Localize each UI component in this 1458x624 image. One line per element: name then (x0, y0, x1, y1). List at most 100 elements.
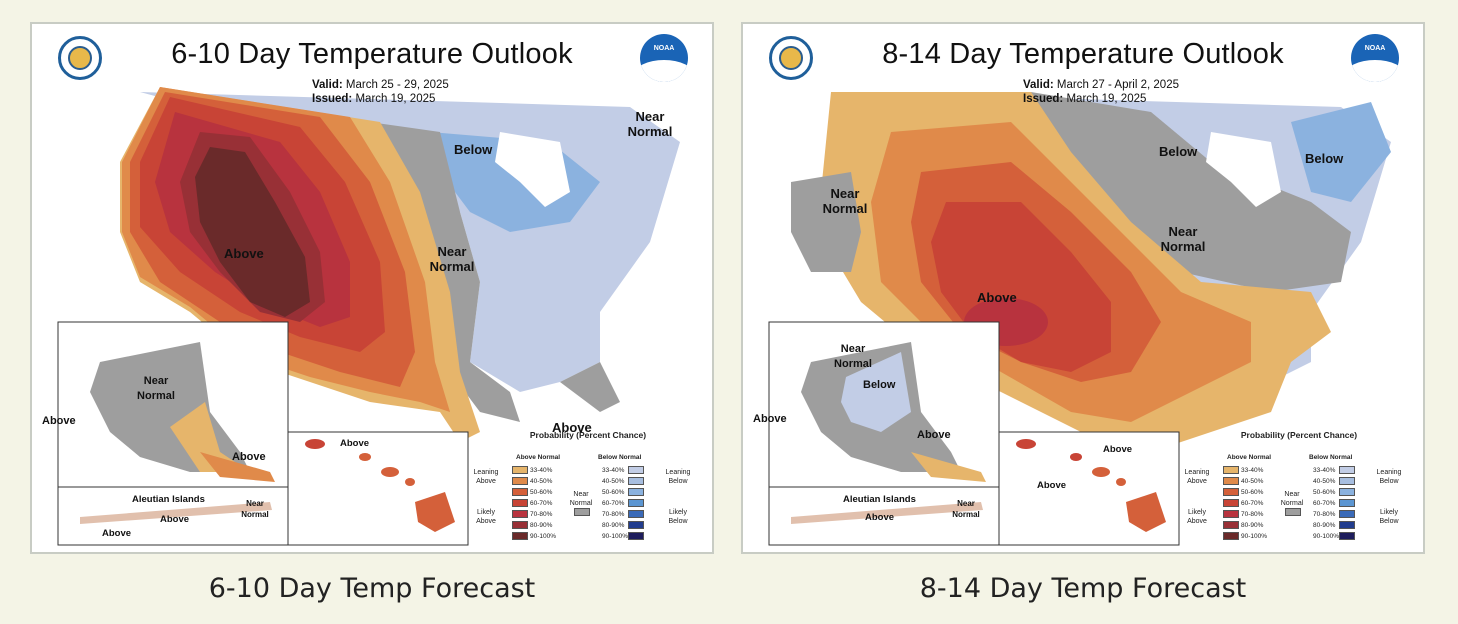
map-panel-8-14[interactable]: NOAA 8-14 Day Temperature Outlook Valid:… (741, 22, 1425, 554)
legend-range-above: 60-70% (530, 500, 553, 507)
legend-swatch-below (1339, 488, 1355, 496)
legend-range-below: 50-60% (602, 489, 625, 496)
legend-swatch-above (512, 510, 528, 518)
valid-label: Valid: (312, 79, 343, 91)
region-label-near-normal-ne: Near Normal (627, 109, 673, 139)
legend-swatch-below (628, 488, 644, 496)
legend-likely-below: Likely Below (668, 509, 688, 525)
probability-legend: Probability (Percent Chance) Above Norma… (468, 430, 708, 550)
legend-range-above: 33-40% (1241, 467, 1264, 474)
ak-label-above-w: Above (42, 415, 76, 427)
map-title: 6-10 Day Temperature Outlook (171, 38, 573, 70)
legend-range-above: 70-80% (1241, 511, 1264, 518)
legend-range-below: 60-70% (602, 500, 625, 507)
map-panel-6-10[interactable]: NOAA 6-10 Day Temperature Outlook Valid:… (30, 22, 714, 554)
legend-range-above: 50-60% (1241, 489, 1264, 496)
legend-swatch-below (1339, 477, 1355, 485)
legend-likely-above: Likely Above (1187, 509, 1207, 525)
region-label-below-ne: Below (1305, 151, 1344, 166)
legend-swatch-below (1339, 532, 1355, 540)
valid-label: Valid: (1023, 79, 1054, 91)
ak-label-near-normal: Near Normal (137, 375, 175, 402)
legend-range-below: 70-80% (602, 511, 625, 518)
legend-title: Probability (Percent Chance) (529, 430, 647, 440)
issued-value: March 19, 2025 (355, 93, 436, 105)
legend-leaning-above: Leaning Above (473, 469, 499, 485)
legend-range-below: 40-50% (602, 478, 625, 485)
aleut-label-near-normal: Near Normal (952, 499, 980, 519)
legend-leaning-below: Leaning Below (1376, 469, 1402, 485)
legend-swatch-above (1223, 499, 1239, 507)
legend-range-below: 50-60% (1313, 489, 1336, 496)
legend-range-below: 80-90% (602, 522, 625, 529)
legend-title: Probability (Percent Chance) (1240, 430, 1358, 440)
legend-range-above: 90-100% (530, 533, 557, 540)
legend-range-above: 33-40% (530, 467, 553, 474)
caption-6-10: 6-10 Day Temp Forecast (208, 573, 536, 604)
valid-value: March 25 - 29, 2025 (345, 79, 449, 91)
hi-label-above: Above (340, 438, 370, 449)
legend-range-above: 80-90% (530, 522, 553, 529)
legend-swatch-below (1339, 466, 1355, 474)
legend-range-above: 40-50% (530, 478, 553, 485)
legend-swatch-above (512, 477, 528, 485)
legend-swatch-above (512, 488, 528, 496)
region-label-above: Above (224, 246, 264, 261)
noaa-logo-icon: NOAA (640, 34, 688, 82)
us-temperature-map-6-10 (57, 87, 680, 546)
legend-range-below: 90-100% (1313, 533, 1340, 540)
legend-swatch-below (628, 477, 644, 485)
region-label-above-se: Above (552, 420, 592, 435)
legend-swatch-below (1339, 510, 1355, 518)
legend-range-below: 40-50% (1313, 478, 1336, 485)
valid-issued-block: Valid: March 25 - 29, 2025 Issued: March… (312, 78, 449, 106)
aleut-label-above-1: Above (160, 514, 190, 525)
legend-range-above: 50-60% (530, 489, 553, 496)
legend-swatch-above (1223, 477, 1239, 485)
legend-above-head: Above Normal (1227, 454, 1272, 461)
legend-range-above: 40-50% (1241, 478, 1264, 485)
issued-label: Issued: (1023, 93, 1064, 105)
legend-swatch-below (1339, 499, 1355, 507)
legend-swatch-above (1223, 521, 1239, 529)
legend-swatch-above (1223, 488, 1239, 496)
region-label-below: Below (454, 142, 493, 157)
legend-near-normal: Near Normal (569, 491, 593, 507)
aleutian-title: Aleutian Islands (132, 494, 205, 505)
legend-range-below: 33-40% (1313, 467, 1336, 474)
legend-range-below: 70-80% (1313, 511, 1336, 518)
ak-label-above-se: Above (917, 429, 951, 441)
probability-legend: Probability (Percent Chance) Above Norma… (1179, 430, 1419, 550)
valid-issued-block: Valid: March 27 - April 2, 2025 Issued: … (1023, 78, 1179, 106)
legend-swatch-above (1223, 466, 1239, 474)
legend-swatch-above (512, 521, 528, 529)
ak-label-below: Below (863, 379, 896, 391)
legend-range-below: 60-70% (1313, 500, 1336, 507)
region-label-below: Below (1159, 144, 1198, 159)
legend-below-head: Below Normal (1309, 454, 1353, 461)
ak-label-above-w: Above (753, 413, 787, 425)
legend-range-above: 60-70% (1241, 500, 1264, 507)
legend-swatch-above (1223, 510, 1239, 518)
legend-leaning-above: Leaning Above (1184, 469, 1210, 485)
legend-swatch-below (628, 521, 644, 529)
legend-swatch-near (1285, 508, 1301, 516)
aleutian-title: Aleutian Islands (843, 494, 916, 505)
legend-below-head: Below Normal (598, 454, 642, 461)
legend-swatch-above (1223, 532, 1239, 540)
legend-swatch-above (512, 499, 528, 507)
caption-8-14: 8-14 Day Temp Forecast (919, 573, 1247, 604)
legend-swatch-above (512, 532, 528, 540)
legend-range-below: 90-100% (602, 533, 629, 540)
doc-seal-icon (769, 36, 813, 80)
aleut-label-above-2: Above (102, 528, 132, 539)
map-title: 8-14 Day Temperature Outlook (882, 38, 1284, 70)
legend-likely-below: Likely Below (1379, 509, 1399, 525)
legend-swatch-near (574, 508, 590, 516)
legend-likely-above: Likely Above (476, 509, 496, 525)
legend-range-above: 70-80% (530, 511, 553, 518)
hi-label-above-2: Above (1037, 480, 1067, 491)
issued-value: March 19, 2025 (1066, 93, 1147, 105)
legend-swatch-below (628, 499, 644, 507)
us-temperature-map-8-14 (768, 92, 1391, 546)
